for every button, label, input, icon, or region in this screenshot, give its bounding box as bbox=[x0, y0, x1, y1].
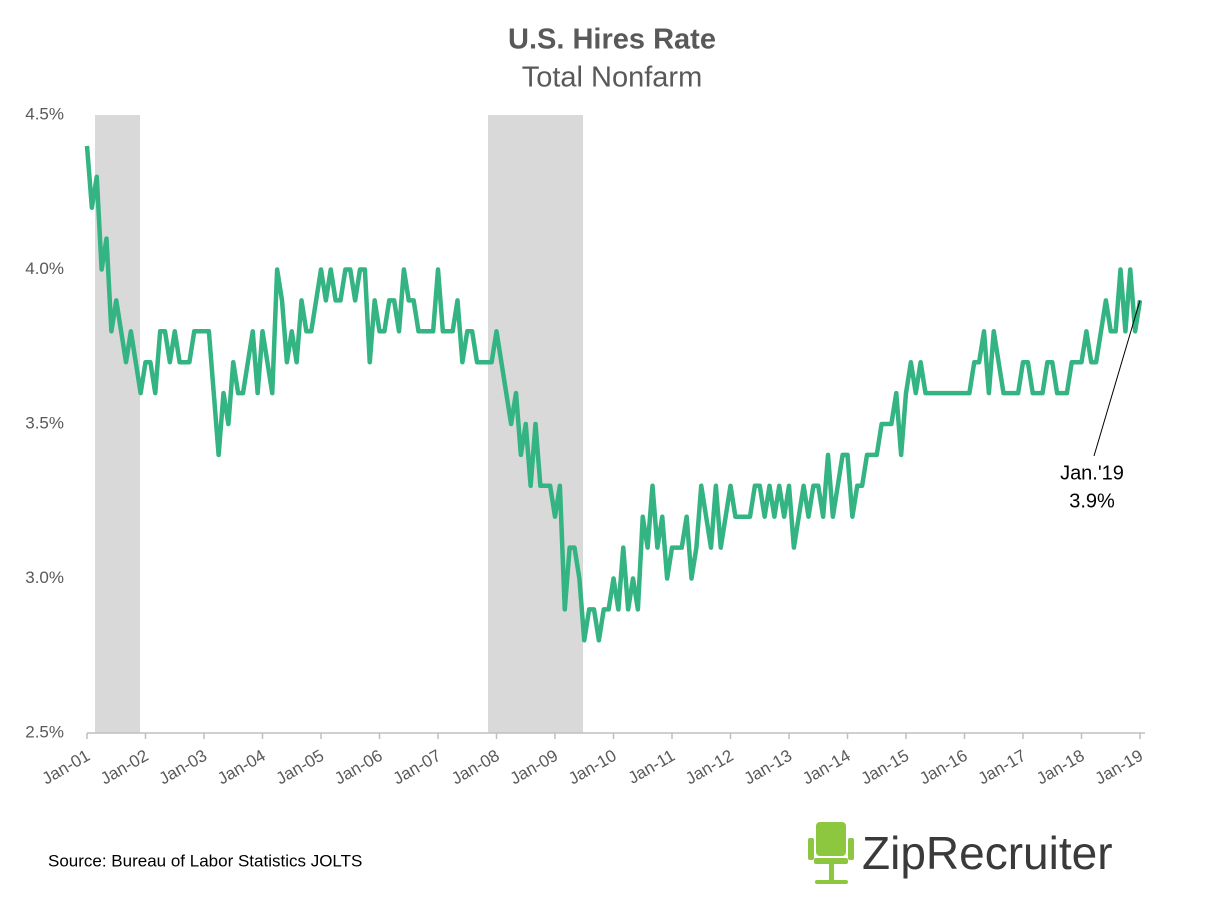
x-tick-label: Jan-12 bbox=[682, 746, 737, 788]
annotation-label: 3.9% bbox=[1069, 490, 1115, 512]
source-note: Source: Bureau of Labor Statistics JOLTS bbox=[48, 851, 362, 870]
data-line bbox=[84, 145, 1143, 643]
x-tick-label: Jan-06 bbox=[331, 746, 386, 788]
x-tick-label: Jan-15 bbox=[858, 746, 913, 788]
chart-title: U.S. Hires Rate bbox=[508, 24, 716, 56]
recession-band bbox=[95, 115, 140, 733]
x-tick-label: Jan-16 bbox=[916, 746, 971, 788]
x-tick-label: Jan-01 bbox=[39, 746, 94, 788]
x-tick-label: Jan-04 bbox=[214, 746, 269, 788]
x-tick-label: Jan-14 bbox=[799, 746, 854, 788]
annotation-label: Jan.'19 bbox=[1060, 462, 1124, 484]
x-tick-label: Jan-11 bbox=[625, 746, 678, 788]
x-tick-label: Jan-17 bbox=[975, 746, 1030, 788]
x-tick-label: Jan-09 bbox=[507, 746, 562, 788]
logo-text: ZipRecruiter bbox=[862, 827, 1113, 879]
x-tick-label: Jan-02 bbox=[97, 746, 152, 788]
x-tick-label: Jan-05 bbox=[273, 746, 328, 788]
x-tick-label: Jan-10 bbox=[565, 746, 620, 788]
y-tick-label: 4.5% bbox=[25, 104, 64, 123]
x-tick-label: Jan-03 bbox=[156, 746, 211, 788]
annotation-leader bbox=[1093, 300, 1141, 457]
y-tick-label: 2.5% bbox=[25, 722, 64, 741]
y-tick-label: 3.0% bbox=[25, 568, 64, 587]
x-tick-label: Jan-07 bbox=[390, 746, 445, 788]
x-tick-label: Jan-18 bbox=[1033, 746, 1088, 788]
y-tick-label: 3.5% bbox=[25, 413, 64, 432]
x-tick-label: Jan-19 bbox=[1092, 746, 1147, 788]
chart-subtitle: Total Nonfarm bbox=[522, 62, 703, 94]
x-tick-label: Jan-13 bbox=[741, 746, 796, 788]
y-tick-label: 4.0% bbox=[25, 259, 64, 278]
x-tick-label: Jan-08 bbox=[448, 746, 503, 788]
logo-icon bbox=[808, 822, 854, 884]
